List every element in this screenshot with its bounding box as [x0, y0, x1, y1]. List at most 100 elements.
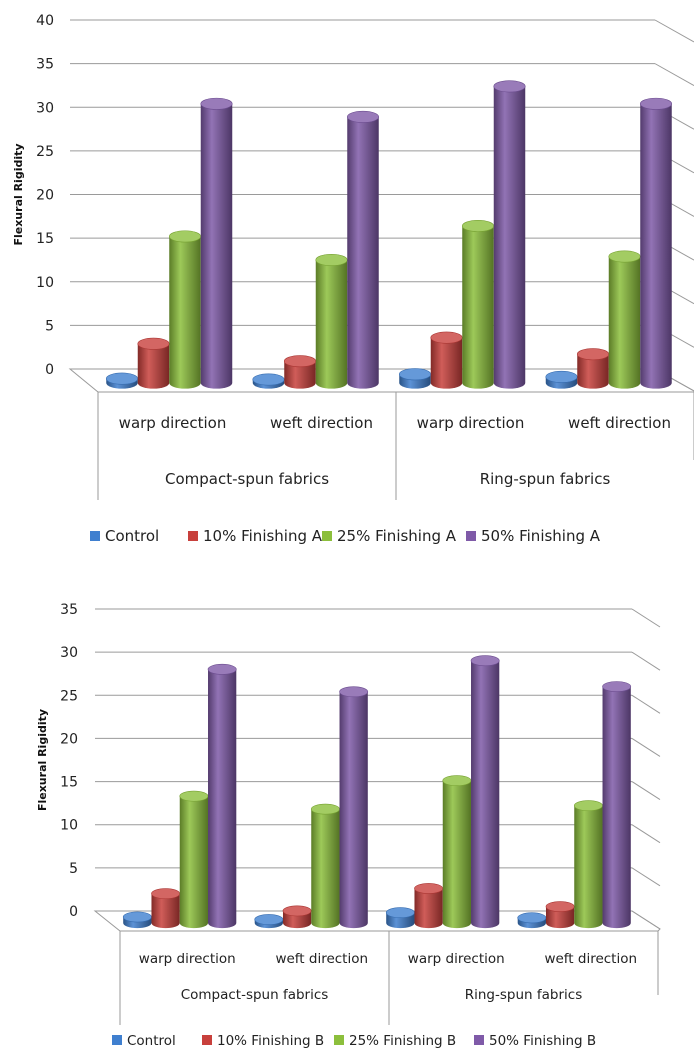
bar-50-finishing-b-3 [471, 660, 500, 929]
bar-top [639, 97, 673, 110]
bar-top [442, 775, 472, 787]
y-tick-label: 25 [36, 144, 54, 160]
y-tick-label: 20 [60, 731, 78, 747]
bar-top [398, 368, 432, 381]
bar-top [105, 372, 139, 385]
y-tick-label: 15 [60, 775, 78, 791]
gridline-side [631, 651, 661, 671]
legend-swatch [334, 1035, 344, 1045]
legend-label: Control [127, 1033, 176, 1049]
legend-label: 25% Finishing A [337, 527, 457, 545]
bar-top [576, 348, 610, 361]
bar-25-finishing-a-3 [462, 225, 494, 389]
bar-10-finishing-a-4 [577, 354, 609, 389]
gridline-side [631, 781, 661, 800]
gridline-side [631, 694, 661, 714]
gridline-side [631, 608, 661, 628]
gridline-side [654, 19, 694, 43]
legend-swatch [202, 1035, 212, 1045]
bar-top [608, 250, 641, 263]
bar-top [573, 800, 603, 812]
y-tick-label: 0 [45, 362, 54, 378]
x-tick-label: warp direction [139, 951, 236, 967]
bar-25-finishing-b-1 [179, 796, 209, 929]
bar-50-finishing-a-3 [493, 86, 526, 389]
bar-10-finishing-b-4 [545, 906, 575, 929]
legend-swatch [474, 1035, 484, 1045]
bar-10-finishing-b-3 [414, 888, 443, 929]
bar-25-finishing-a-1 [169, 236, 201, 389]
y-tick-label: 30 [60, 645, 78, 661]
bar-top [430, 331, 463, 344]
bar-25-finishing-b-3 [442, 780, 472, 929]
legend-item: 10% Finishing B [202, 1033, 324, 1049]
bar-25-finishing-a-4 [608, 256, 641, 389]
x-tick-label: weft direction [270, 414, 373, 432]
bar-10-finishing-b-1 [151, 893, 180, 929]
y-axis-label: Flexural Rigidity [36, 709, 49, 811]
bar-10-finishing-a-3 [430, 337, 463, 389]
bar-top [545, 370, 578, 383]
y-tick-label: 25 [60, 688, 78, 704]
bar-top [252, 373, 285, 386]
bar-top [283, 355, 317, 368]
x-tick-label: warp direction [417, 414, 525, 432]
bar-50-finishing-a-4 [640, 103, 672, 389]
legend-item: Control [112, 1033, 176, 1049]
legend-label: 25% Finishing B [349, 1033, 456, 1049]
bar-10-finishing-a-1 [137, 343, 170, 389]
legend-label: 50% Finishing B [489, 1033, 596, 1049]
bar-top [179, 790, 209, 802]
legend-item: Control [90, 527, 159, 545]
bar-top [207, 663, 237, 675]
legend-label: Control [105, 527, 159, 545]
y-tick-label: 10 [36, 275, 54, 291]
y-axis-label: Flexural Rigidity [12, 143, 25, 245]
y-tick-label: 35 [36, 57, 54, 73]
bar-50-finishing-b-2 [339, 691, 368, 929]
x-tick-label: weft direction [544, 951, 637, 967]
y-tick-label: 10 [60, 818, 78, 834]
legend-item: 25% Finishing B [334, 1033, 456, 1049]
x-tick-label: weft direction [568, 414, 671, 432]
legend-item: 50% Finishing B [474, 1033, 596, 1049]
y-tick-label: 35 [60, 602, 78, 618]
y-tick-label: 15 [36, 231, 54, 247]
bar-50-finishing-a-1 [200, 103, 233, 389]
bar-top [346, 110, 380, 123]
bar-top [385, 907, 415, 919]
bar-50-finishing-b-1 [208, 669, 237, 929]
bar-top [602, 681, 632, 692]
bar-top [254, 914, 284, 925]
group-label: Ring-spun fabrics [480, 470, 611, 488]
bar-top [545, 901, 575, 912]
bar-top [200, 97, 233, 110]
legend-swatch [322, 531, 332, 541]
x-tick-label: warp direction [119, 414, 227, 432]
y-tick-label: 5 [69, 861, 78, 877]
bar-top [517, 912, 547, 924]
group-label: Compact-spun fabrics [165, 470, 329, 488]
group-label: Ring-spun fabrics [465, 987, 583, 1003]
legend-label: 50% Finishing A [481, 527, 601, 545]
bar-top [461, 219, 495, 232]
legend-label: 10% Finishing A [203, 527, 323, 545]
legend-item: 50% Finishing A [466, 527, 601, 545]
legend-swatch [112, 1035, 122, 1045]
legend-swatch [90, 531, 100, 541]
y-tick-label: 40 [36, 13, 54, 29]
legend-item: 25% Finishing A [322, 527, 457, 545]
y-tick-label: 5 [45, 318, 54, 334]
bar-top [122, 911, 152, 923]
chart-finishing-a: 0 5 10 15 20 25 30 35 40 warp direction weft direc… [12, 13, 694, 545]
gridline-side [631, 824, 661, 844]
bar-top [282, 905, 312, 917]
bar-top [470, 655, 500, 667]
bar-top [168, 230, 202, 243]
y-tick-label: 20 [36, 188, 54, 204]
legend-swatch [466, 531, 476, 541]
y-tick-label: 30 [36, 100, 54, 116]
gridline-side [631, 867, 661, 887]
legend-item: 10% Finishing A [188, 527, 323, 545]
bar-25-finishing-b-2 [311, 809, 340, 929]
